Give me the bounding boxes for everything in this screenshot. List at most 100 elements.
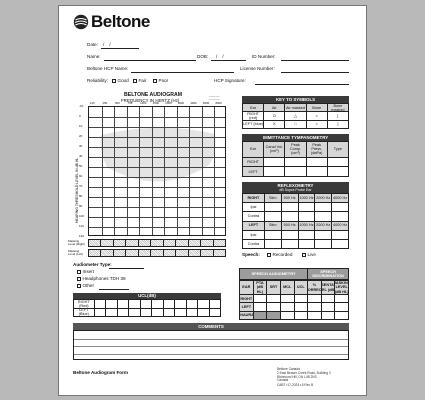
speech-cell[interactable] bbox=[280, 311, 295, 320]
immittance-cell[interactable] bbox=[285, 157, 307, 168]
masking-cell[interactable] bbox=[89, 240, 102, 247]
speech-cell[interactable] bbox=[294, 295, 309, 304]
masking-cell[interactable] bbox=[138, 240, 152, 247]
speech-cell[interactable] bbox=[308, 295, 322, 304]
ucl-cell[interactable] bbox=[209, 300, 221, 309]
masking-cell[interactable] bbox=[89, 250, 102, 257]
comments-box[interactable] bbox=[73, 330, 349, 360]
ucl-cell[interactable] bbox=[117, 308, 130, 317]
speech-cell[interactable] bbox=[321, 311, 336, 320]
ucl-cell[interactable] bbox=[198, 308, 210, 317]
immittance-cell[interactable] bbox=[264, 167, 286, 177]
reflex-cell[interactable] bbox=[264, 203, 282, 213]
masking-cell[interactable] bbox=[213, 250, 226, 257]
ucl-cell[interactable] bbox=[140, 300, 153, 309]
reflex-cell[interactable] bbox=[281, 230, 299, 240]
ucl-cell[interactable] bbox=[186, 308, 199, 317]
reflex-cell[interactable] bbox=[281, 239, 299, 249]
speech-cell[interactable] bbox=[253, 303, 268, 312]
ucl-cell[interactable] bbox=[152, 308, 164, 317]
reflex-cell[interactable] bbox=[332, 212, 349, 222]
audiogram-grid[interactable] bbox=[88, 106, 226, 236]
reflex-cell[interactable] bbox=[315, 239, 333, 249]
ucl-cell[interactable] bbox=[94, 300, 107, 309]
ucl-cell[interactable] bbox=[152, 300, 164, 309]
speech-cell[interactable] bbox=[335, 303, 349, 312]
date-field[interactable]: / / bbox=[103, 42, 111, 47]
speech-live[interactable]: Live bbox=[302, 252, 316, 257]
masking-cell[interactable] bbox=[138, 250, 152, 257]
dob-field[interactable]: / / bbox=[216, 54, 224, 59]
speech-cell[interactable] bbox=[308, 311, 322, 320]
ucl-cell[interactable] bbox=[163, 300, 176, 309]
ucl-cell[interactable] bbox=[175, 308, 187, 317]
reflex-cell[interactable] bbox=[264, 230, 282, 240]
speech-recorded[interactable]: Recorded bbox=[267, 252, 292, 257]
reflex-cell[interactable] bbox=[315, 212, 333, 222]
speech-cell[interactable] bbox=[321, 303, 336, 312]
masking-right-row[interactable] bbox=[88, 239, 226, 247]
masking-cell[interactable] bbox=[201, 250, 214, 257]
masking-cell[interactable] bbox=[176, 250, 189, 257]
masking-cell[interactable] bbox=[201, 240, 214, 247]
reflex-cell[interactable] bbox=[332, 230, 349, 240]
reflex-cell[interactable] bbox=[281, 212, 299, 222]
ucl-cell[interactable] bbox=[106, 300, 118, 309]
speech-cell[interactable] bbox=[267, 295, 281, 304]
name-field[interactable] bbox=[104, 60, 196, 61]
speech-cell[interactable] bbox=[321, 295, 336, 304]
hcp-name-field[interactable] bbox=[131, 72, 234, 73]
masking-cell[interactable] bbox=[151, 240, 164, 247]
speech-cell[interactable] bbox=[335, 295, 349, 304]
reflex-cell[interactable] bbox=[315, 203, 333, 213]
reliability-poor[interactable]: Poor bbox=[153, 78, 168, 83]
masking-cell[interactable] bbox=[126, 250, 139, 257]
reliability-good[interactable]: Good bbox=[112, 78, 129, 83]
speech-cell[interactable] bbox=[253, 311, 268, 320]
transducer-headphones[interactable]: Headphones TDH 39 bbox=[77, 276, 126, 281]
immittance-cell[interactable] bbox=[264, 157, 286, 168]
speech-cell[interactable] bbox=[308, 303, 322, 312]
speech-cell[interactable] bbox=[253, 295, 268, 304]
speech-cell[interactable] bbox=[294, 303, 309, 312]
reflex-cell[interactable] bbox=[298, 203, 316, 213]
masking-cell[interactable] bbox=[126, 240, 139, 247]
license-field[interactable] bbox=[281, 72, 349, 73]
ucl-cell[interactable] bbox=[129, 300, 141, 309]
immittance-cell[interactable] bbox=[327, 167, 349, 177]
reflex-cell[interactable] bbox=[298, 239, 316, 249]
ucl-table[interactable]: RIGHT (Red) LEFT (Blue) bbox=[73, 299, 221, 317]
ucl-cell[interactable] bbox=[94, 308, 107, 317]
speech-cell[interactable] bbox=[267, 303, 281, 312]
masking-cell[interactable] bbox=[151, 250, 164, 257]
masking-left-row[interactable] bbox=[88, 249, 226, 257]
ucl-cell[interactable] bbox=[163, 308, 176, 317]
masking-cell[interactable] bbox=[188, 240, 202, 247]
ucl-cell[interactable] bbox=[186, 300, 199, 309]
reflex-cell[interactable] bbox=[298, 230, 316, 240]
ucl-cell[interactable] bbox=[106, 308, 118, 317]
reflex-cell[interactable] bbox=[298, 212, 316, 222]
ucl-cell[interactable] bbox=[209, 308, 221, 317]
masking-cell[interactable] bbox=[163, 250, 177, 257]
transducer-insert[interactable]: Insert bbox=[77, 269, 94, 274]
id-number-field[interactable] bbox=[281, 60, 349, 61]
reliability-fair[interactable]: Fair bbox=[133, 78, 146, 83]
reflexometry-table[interactable]: RIGHT Stim 500 Hz 1000 Hz 2000 Hz 4000 Hz Ipsi… bbox=[242, 193, 349, 249]
ucl-cell[interactable] bbox=[140, 308, 153, 317]
speech-cell[interactable] bbox=[267, 311, 281, 320]
speech-cell[interactable] bbox=[280, 295, 295, 304]
immittance-cell[interactable] bbox=[306, 157, 328, 168]
immittance-cell[interactable] bbox=[327, 157, 349, 168]
reflex-cell[interactable] bbox=[281, 203, 299, 213]
ucl-cell[interactable] bbox=[198, 300, 210, 309]
speech-cell[interactable] bbox=[294, 311, 309, 320]
masking-cell[interactable] bbox=[188, 250, 202, 257]
reflex-cell[interactable] bbox=[264, 239, 282, 249]
ucl-cell[interactable] bbox=[117, 300, 130, 309]
ucl-cell[interactable] bbox=[175, 300, 187, 309]
masking-cell[interactable] bbox=[176, 240, 189, 247]
masking-cell[interactable] bbox=[213, 240, 226, 247]
immittance-cell[interactable] bbox=[285, 167, 307, 177]
speech-cell[interactable] bbox=[280, 303, 295, 312]
